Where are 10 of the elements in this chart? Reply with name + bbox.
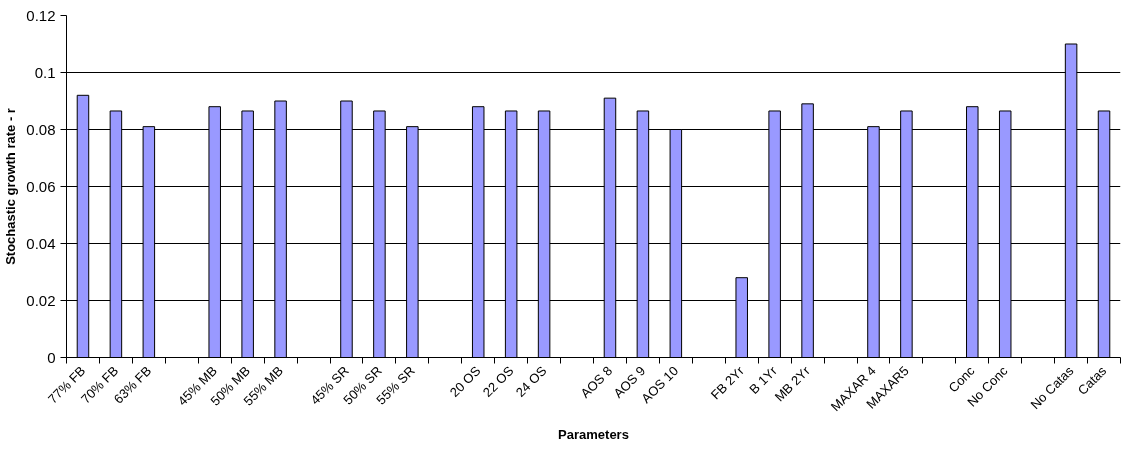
y-tick-label: 0.1: [34, 63, 56, 81]
x-axis-title: Parameters: [558, 427, 629, 443]
y-tick-label: 0: [47, 348, 56, 366]
y-tick-label: 0.02: [26, 291, 56, 309]
y-tick-label: 0.12: [26, 6, 56, 24]
y-tick-label: 0.04: [26, 234, 56, 252]
y-tick-label: 0.08: [26, 120, 56, 138]
y-axis-title: Stochastic growth rate - r: [3, 108, 19, 265]
y-tick-label: 0.06: [26, 177, 56, 195]
x-tick-label: FB 2Yr: [707, 362, 748, 403]
